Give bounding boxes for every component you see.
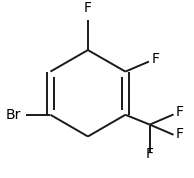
Text: F: F bbox=[176, 127, 184, 141]
Text: F: F bbox=[146, 147, 154, 161]
Text: F: F bbox=[84, 1, 92, 15]
Text: F: F bbox=[176, 105, 184, 119]
Text: Br: Br bbox=[6, 108, 22, 122]
Text: F: F bbox=[152, 52, 159, 66]
